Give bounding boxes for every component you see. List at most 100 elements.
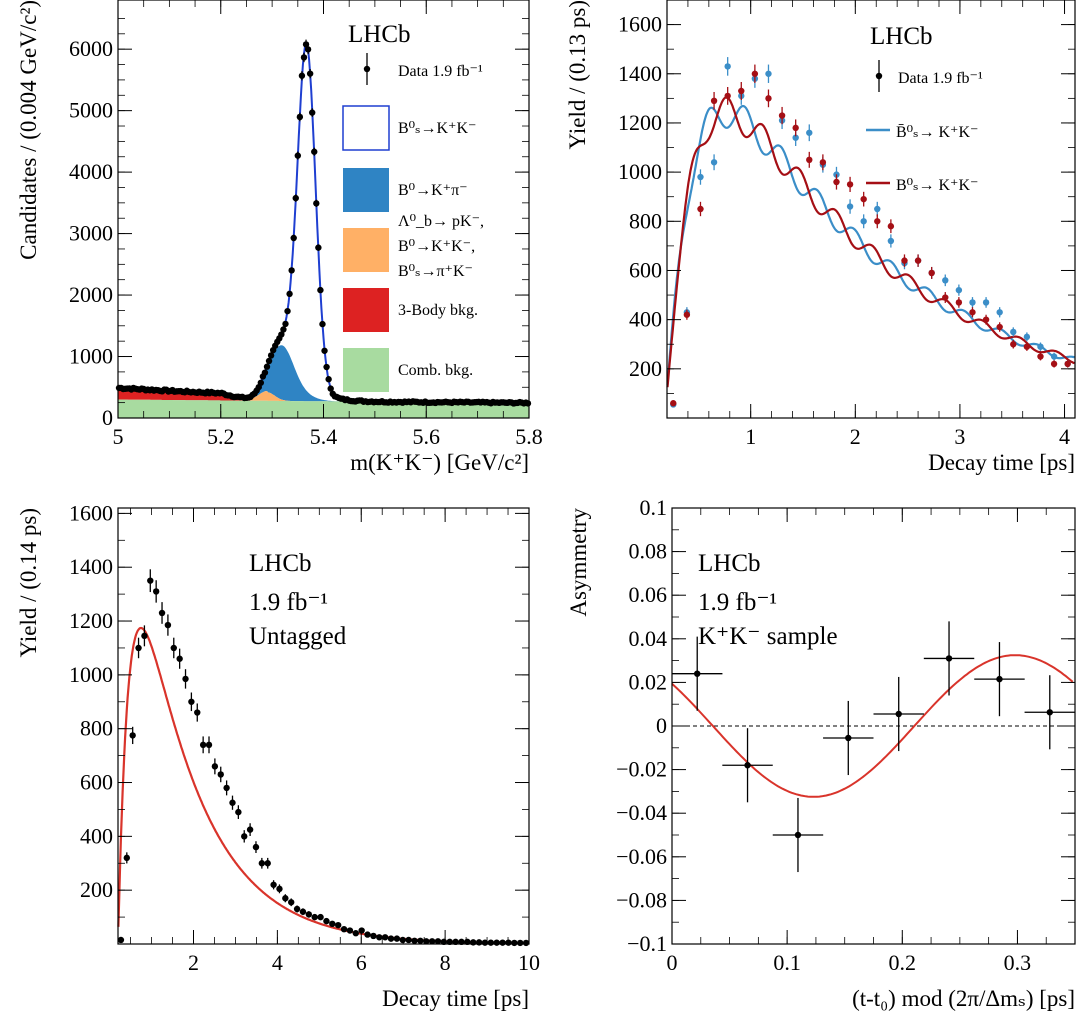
- mass-xtick-label: 5.6: [413, 424, 441, 449]
- data-point: [697, 201, 704, 217]
- data-point: [697, 169, 704, 185]
- legend-box: [343, 228, 389, 272]
- data-point: [340, 925, 348, 933]
- data-point: [246, 823, 254, 836]
- asym-xtick-label: 0.1: [773, 950, 801, 975]
- mass-ytick-label: 5000: [69, 98, 113, 123]
- data-point: [292, 194, 299, 202]
- data-point: [282, 320, 289, 328]
- data-point: [280, 326, 287, 333]
- tagged-ytick-label: 1000: [618, 159, 662, 184]
- mass-data-points: [115, 39, 532, 407]
- legend-label: Λ⁰_b→ pK⁻,: [398, 213, 484, 230]
- mass-ytick-label: 1000: [69, 344, 113, 369]
- data-point: [317, 913, 324, 921]
- data-point: [229, 795, 236, 810]
- asym-lhcb-label: LHCb: [698, 550, 761, 577]
- mass-ylabel: Candidates / (0.004 GeV/c²): [16, 0, 41, 260]
- data-point: [778, 106, 786, 125]
- data-point: [428, 938, 436, 945]
- data-point: [158, 602, 166, 624]
- tagged-ytick-label: 1200: [618, 110, 662, 135]
- tagged-ytick-label: 1600: [618, 12, 662, 37]
- legend-box: [343, 348, 389, 392]
- data-point: [833, 174, 840, 190]
- data-point: [470, 939, 477, 946]
- data-point: [393, 935, 401, 942]
- mass-lhcb-label: LHCb: [348, 21, 411, 48]
- untagged-lumi-label: 1.9 fb⁻¹: [249, 589, 328, 616]
- data-point: [399, 936, 406, 944]
- data-point: [278, 331, 285, 338]
- legend-bs-label: B⁰ₛ→ K⁺K⁻: [896, 177, 978, 194]
- tagged-ytick-label: 600: [629, 257, 662, 282]
- asym-lumi-label: 1.9 fb⁻¹: [698, 589, 777, 616]
- data-point: [282, 894, 289, 903]
- asym-ytick-label: 0.06: [629, 582, 668, 607]
- tagged-ytick-label: 1400: [618, 61, 662, 86]
- asym-ytick-label: −0.02: [616, 757, 667, 782]
- data-point: [417, 937, 424, 944]
- data-point: [123, 852, 131, 864]
- untagged-lhcb-label: LHCb: [249, 550, 312, 577]
- legend-bsbar-label: B̄⁰ₛ→ K⁺K⁻: [896, 124, 978, 141]
- untagged-xtick-label: 4: [272, 950, 283, 975]
- legend-label: B⁰→K⁺K⁻,: [398, 238, 475, 255]
- data-point: [265, 357, 273, 365]
- data-point: [352, 930, 359, 937]
- data-point: [298, 71, 306, 81]
- legend-data-label: Data 1.9 fb⁻¹: [398, 63, 483, 80]
- data-point: [806, 124, 813, 142]
- data-point: [1010, 339, 1017, 349]
- data-point: [434, 938, 442, 945]
- asymmetry-fit-line: [671, 654, 1074, 798]
- data-point: [304, 44, 312, 55]
- data-point: [223, 780, 230, 796]
- data-point: [683, 309, 691, 320]
- data-point: [969, 297, 976, 308]
- data-point: [996, 307, 1003, 318]
- tagged-series-points: [670, 57, 1071, 408]
- data-point: [306, 69, 314, 79]
- data-point: [724, 57, 731, 76]
- data-point: [493, 939, 500, 946]
- data-point: [996, 322, 1003, 332]
- data-point: [147, 569, 154, 593]
- asym-xlabel: (t-t₀) mod (2π/Δmₛ) [ps]: [852, 986, 1075, 1011]
- data-point: [263, 363, 271, 370]
- data-point: [499, 939, 506, 946]
- data-point: [751, 64, 759, 83]
- asym-ytick-label: −0.06: [616, 844, 667, 869]
- data-point: [969, 307, 976, 318]
- data-point: [511, 939, 518, 947]
- data-point: [670, 400, 677, 407]
- data-point: [823, 700, 874, 776]
- data-point: [942, 274, 949, 287]
- data-point: [325, 376, 332, 383]
- mass-xlabel: m(K⁺K⁻) [GeV/c²]: [350, 450, 529, 475]
- asym-ytick-label: 0.02: [629, 669, 668, 694]
- data-point: [257, 379, 265, 386]
- asym-ytick-label: −0.04: [616, 800, 667, 825]
- legend-label: Comb. bkg.: [398, 362, 473, 379]
- data-point: [942, 292, 949, 303]
- tagged-series-points: [670, 64, 1071, 407]
- untagged-ylabel: Yield / (0.14 ps): [16, 508, 41, 658]
- asymmetry-data-points: [672, 621, 1075, 873]
- untagged-xtick-label: 10: [518, 950, 540, 975]
- data-point: [293, 905, 301, 913]
- data-point: [522, 939, 530, 947]
- data-point: [319, 320, 326, 328]
- untagged-xtick-label: 8: [440, 950, 451, 975]
- three-body-bkg-area: [118, 387, 529, 403]
- untagged-ytick-label: 400: [80, 823, 113, 848]
- tagged-xtick-label: 4: [1059, 424, 1070, 449]
- untagged-ytick-label: 1000: [69, 662, 113, 687]
- data-point: [928, 266, 935, 279]
- data-point: [772, 797, 824, 873]
- data-point: [387, 935, 395, 942]
- asym-ylabel: Asymmetry: [566, 508, 591, 617]
- data-point: [211, 758, 219, 775]
- data-point: [311, 913, 318, 921]
